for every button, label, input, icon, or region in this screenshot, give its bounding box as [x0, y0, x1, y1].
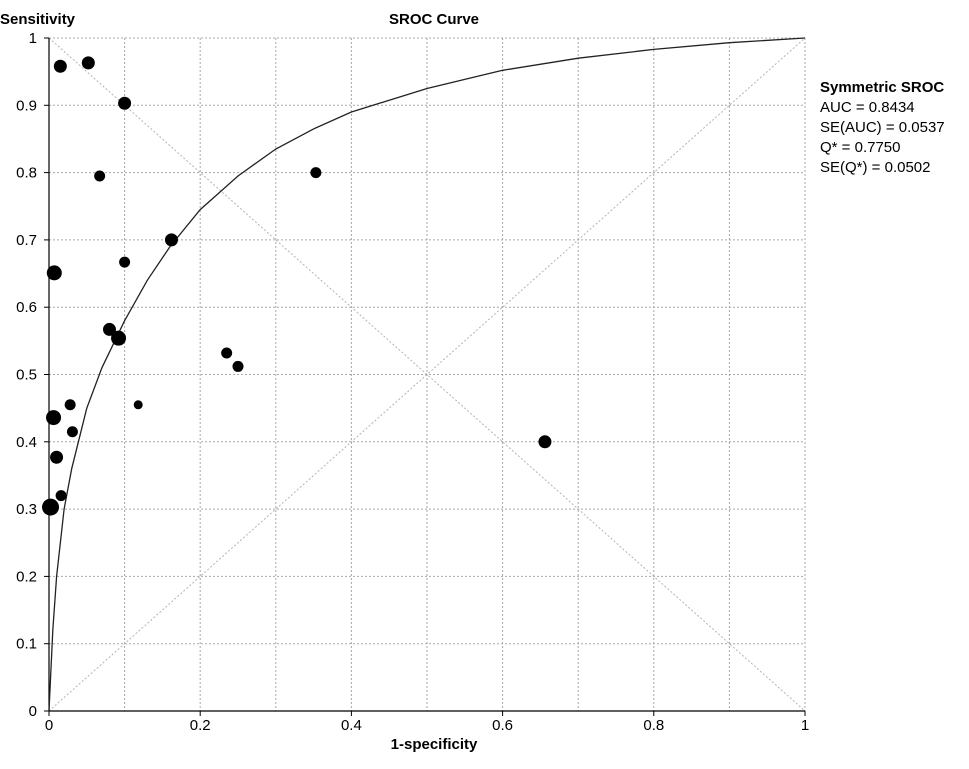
study-point: [55, 490, 67, 502]
study-point: [538, 435, 552, 449]
y-tick-label: 0.7: [16, 232, 37, 249]
x-tick-label: 0.8: [643, 717, 664, 734]
x-tick-label: 1: [801, 717, 809, 734]
y-tick-label: 1: [29, 30, 37, 47]
stat-q-star: Q* = 0.7750: [820, 139, 901, 156]
y-tick-label: 0.4: [16, 434, 37, 451]
stat-auc: AUC = 0.8434: [820, 99, 915, 116]
y-tick-label: 0.5: [16, 367, 37, 384]
study-point: [42, 498, 60, 516]
study-points: [42, 56, 552, 516]
x-axis-label: 1-specificity: [391, 736, 478, 753]
stat-se-auc: SE(AUC) = 0.0537: [820, 119, 945, 136]
x-tick-label: 0.2: [190, 717, 211, 734]
tick-labels: 0 0.2 0.4 0.6 0.8 1 0 0.1 0.2 0.3 0.4 0.5 0.6 0.7 0.8 0…: [16, 30, 809, 734]
study-point: [81, 56, 95, 70]
study-point: [310, 167, 322, 179]
chart-title: SROC Curve: [389, 11, 479, 28]
anti-diagonal-reference-line: [48, 37, 806, 712]
study-point: [232, 360, 244, 372]
y-tick-label: 0: [29, 703, 37, 720]
axes: [44, 37, 806, 716]
x-tick-label: 0.4: [341, 717, 362, 734]
y-tick-label: 0.9: [16, 97, 37, 114]
study-point: [119, 256, 131, 268]
study-point: [221, 347, 233, 359]
study-point: [102, 322, 116, 336]
study-point: [46, 410, 62, 426]
y-axis-label: Sensitivity: [0, 11, 76, 28]
study-point: [64, 399, 76, 411]
study-point: [118, 96, 132, 110]
study-point: [164, 233, 178, 247]
x-tick-label: 0: [45, 717, 53, 734]
y-tick-label: 0.1: [16, 636, 37, 653]
study-point: [50, 450, 64, 464]
stat-se-q-star: SE(Q*) = 0.0502: [820, 159, 931, 176]
stats-title: Symmetric SROC: [820, 79, 945, 96]
sroc-curve: [48, 37, 806, 712]
y-tick-label: 0.6: [16, 299, 37, 316]
grid-layer: [49, 37, 806, 711]
study-point: [66, 426, 78, 438]
study-point: [46, 265, 62, 281]
study-point: [133, 400, 143, 410]
sroc-curve-layer: [48, 37, 806, 712]
study-point: [53, 59, 67, 73]
stats-legend: Symmetric SROC AUC = 0.8434 SE(AUC) = 0.…: [820, 78, 945, 178]
y-tick-label: 0.2: [16, 568, 37, 585]
y-tick-label: 0.8: [16, 165, 37, 182]
diagonal-reference-line: [48, 37, 806, 712]
study-point: [111, 330, 127, 346]
study-point: [94, 170, 106, 182]
y-tick-label: 0.3: [16, 501, 37, 518]
x-tick-label: 0.6: [492, 717, 513, 734]
reference-lines: [48, 37, 806, 712]
